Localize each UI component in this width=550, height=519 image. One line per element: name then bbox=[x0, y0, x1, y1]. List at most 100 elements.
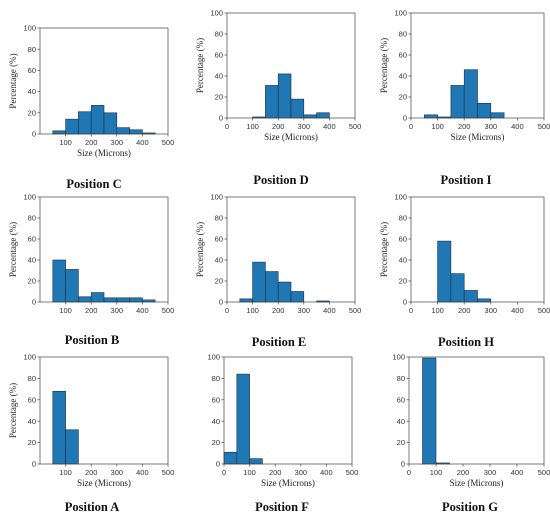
y-tick-label: 80 bbox=[28, 45, 36, 54]
chart-panel-9: 0 20 40 60 80 100 0 100 200 300 400 500 Size (Micron… bbox=[392, 353, 550, 514]
y-tick-label: 60 bbox=[399, 235, 407, 244]
y-tick-label: 0 bbox=[403, 298, 407, 307]
y-tick-label: 100 bbox=[210, 9, 223, 18]
bar-3-3 bbox=[450, 85, 465, 119]
x-tick-label: 500 bbox=[162, 468, 175, 477]
x-tick-label: 400 bbox=[323, 122, 336, 131]
panel-title: Position B bbox=[65, 333, 120, 347]
y-tick-label: 0 bbox=[32, 460, 36, 469]
x-tick-label: 300 bbox=[484, 468, 497, 477]
panel-title: Position F bbox=[255, 500, 309, 514]
x-tick-label: 0 bbox=[407, 468, 411, 477]
bar-3-6 bbox=[490, 112, 505, 119]
x-tick-label: 100 bbox=[59, 138, 72, 147]
x-tick-label: 400 bbox=[511, 468, 524, 477]
bar-7-2 bbox=[65, 429, 79, 465]
x-tick-label: 500 bbox=[346, 468, 359, 477]
x-tick-label: 100 bbox=[246, 122, 259, 131]
bar-4-4 bbox=[90, 292, 105, 303]
bar-8-1 bbox=[223, 451, 238, 465]
x-axis-label: Size (Microns) bbox=[77, 148, 131, 158]
bar-3-5 bbox=[477, 103, 492, 119]
y-tick-label: 80 bbox=[399, 214, 407, 223]
x-tick-label: 200 bbox=[85, 138, 98, 147]
bar-1-4 bbox=[90, 105, 105, 135]
plot-frame bbox=[39, 196, 169, 303]
y-tick-label: 100 bbox=[207, 353, 220, 362]
y-tick-label: 0 bbox=[401, 460, 405, 469]
y-tick-label: 80 bbox=[28, 374, 36, 383]
panel-title: Position C bbox=[66, 177, 121, 191]
x-tick-label: 100 bbox=[430, 468, 443, 477]
x-tick-label: 0 bbox=[409, 122, 413, 131]
bar-4-1 bbox=[52, 259, 66, 303]
x-tick-label: 0 bbox=[409, 306, 413, 315]
bar-1-6 bbox=[116, 127, 130, 135]
y-tick-label: 20 bbox=[397, 438, 405, 447]
x-tick-label: 200 bbox=[272, 306, 285, 315]
y-tick-label: 80 bbox=[212, 374, 220, 383]
bar-2-5 bbox=[303, 114, 317, 119]
y-tick-label: 0 bbox=[216, 460, 220, 469]
bar-8-3 bbox=[249, 458, 263, 465]
y-tick-label: 40 bbox=[399, 256, 407, 265]
y-tick-label: 40 bbox=[212, 417, 220, 426]
bar-3-4 bbox=[463, 69, 478, 119]
x-tick-label: 400 bbox=[320, 468, 333, 477]
bar-1-7 bbox=[129, 129, 143, 135]
x-tick-label: 500 bbox=[538, 306, 550, 315]
y-tick-label: 100 bbox=[23, 353, 36, 362]
x-tick-label: 300 bbox=[111, 468, 124, 477]
x-tick-label: 100 bbox=[246, 306, 259, 315]
x-tick-label: 400 bbox=[136, 138, 149, 147]
chart-panel-8: 0 20 40 60 80 100 0 100 200 300 400 500 Size (Micron… bbox=[207, 353, 358, 514]
y-tick-label: 20 bbox=[399, 93, 407, 102]
x-tick-label: 300 bbox=[298, 306, 311, 315]
y-tick-label: 100 bbox=[394, 9, 407, 18]
bar-3-1 bbox=[423, 114, 438, 119]
x-tick-label: 500 bbox=[538, 122, 550, 131]
x-tick-label: 400 bbox=[323, 306, 336, 315]
x-tick-label: 200 bbox=[272, 122, 285, 131]
plot-frame bbox=[223, 356, 353, 465]
y-tick-label: 60 bbox=[399, 51, 407, 60]
bar-2-6 bbox=[316, 112, 330, 119]
y-tick-label: 20 bbox=[28, 277, 36, 286]
chart-panel-5: 0 20 40 60 80 100 0 100 200 300 400 500 Percentage (… bbox=[195, 193, 361, 349]
x-tick-label: 100 bbox=[243, 468, 256, 477]
y-axis-label: Percentage (%) bbox=[195, 222, 205, 277]
x-tick-label: 0 bbox=[222, 468, 226, 477]
x-tick-label: 400 bbox=[511, 306, 524, 315]
x-tick-label: 300 bbox=[295, 468, 308, 477]
x-tick-label: 0 bbox=[225, 122, 229, 131]
panel-title: Position D bbox=[253, 173, 308, 187]
plot-frame bbox=[39, 356, 169, 465]
plot-frame bbox=[410, 12, 545, 119]
y-tick-label: 0 bbox=[403, 114, 407, 123]
x-axis-label: Size (Microns) bbox=[77, 478, 131, 488]
y-tick-label: 20 bbox=[215, 277, 223, 286]
y-tick-label: 80 bbox=[399, 30, 407, 39]
y-tick-label: 40 bbox=[397, 417, 405, 426]
bar-5-4 bbox=[277, 281, 292, 303]
x-tick-label: 400 bbox=[136, 468, 149, 477]
bar-1-1 bbox=[52, 130, 66, 135]
bar-6-4 bbox=[477, 298, 492, 303]
x-axis-label: Size (Microns) bbox=[264, 132, 318, 142]
y-axis-label: Percentage (%) bbox=[195, 38, 205, 93]
x-tick-label: 100 bbox=[431, 122, 444, 131]
bar-4-6 bbox=[116, 297, 130, 303]
chart-panel-1: 0 20 40 60 80 100 100 200 300 400 500 Percentage (%… bbox=[8, 24, 174, 191]
x-tick-label: 500 bbox=[349, 122, 362, 131]
x-tick-label: 200 bbox=[458, 122, 471, 131]
y-tick-label: 20 bbox=[215, 93, 223, 102]
plot-frame bbox=[226, 12, 356, 119]
y-tick-label: 40 bbox=[28, 256, 36, 265]
x-axis-label: Size (Microns) bbox=[261, 478, 315, 488]
y-tick-label: 40 bbox=[28, 87, 36, 96]
y-tick-label: 80 bbox=[215, 30, 223, 39]
bar-1-2 bbox=[65, 118, 79, 135]
y-tick-label: 0 bbox=[32, 298, 36, 307]
plot-frame bbox=[226, 196, 356, 303]
